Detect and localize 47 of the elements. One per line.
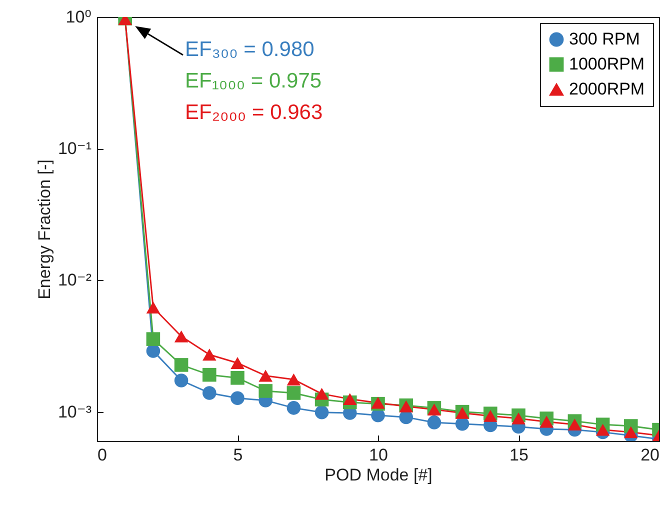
legend-label: 1000RPM bbox=[569, 54, 645, 74]
y-tick-label: 10⁻¹ bbox=[58, 139, 92, 158]
point bbox=[230, 357, 244, 369]
y-tick-label: 10⁰ bbox=[66, 8, 92, 26]
x-tick-label: 20 bbox=[640, 446, 660, 464]
point bbox=[568, 418, 582, 431]
point bbox=[624, 426, 638, 438]
legend-label: 300 RPM bbox=[569, 30, 640, 48]
annotation: EF₂₀₀₀ = 0.963 bbox=[185, 101, 323, 124]
point bbox=[174, 374, 188, 388]
y-tick-label: 10⁻² bbox=[58, 270, 92, 290]
point bbox=[202, 368, 216, 382]
x-tick-label: 5 bbox=[233, 446, 243, 464]
annotation: EF₃₀₀ = 0.980 bbox=[185, 38, 314, 61]
y-axis-title: Energy Fraction [-] bbox=[34, 160, 54, 300]
point bbox=[258, 384, 272, 398]
point bbox=[314, 388, 329, 400]
point bbox=[230, 371, 244, 385]
point bbox=[286, 386, 301, 400]
point bbox=[343, 393, 357, 406]
point bbox=[455, 416, 470, 431]
point bbox=[427, 404, 442, 416]
point bbox=[596, 424, 610, 436]
point bbox=[146, 332, 160, 346]
point bbox=[286, 401, 301, 415]
x-tick-label: 10 bbox=[369, 446, 388, 464]
annotation: EF₁₀₀₀ = 0.975 bbox=[185, 70, 322, 92]
x-axis-title: POD Mode [#] bbox=[324, 466, 432, 484]
point bbox=[230, 391, 244, 406]
point bbox=[258, 370, 272, 382]
point bbox=[512, 412, 526, 424]
point bbox=[174, 358, 188, 372]
point bbox=[314, 406, 329, 420]
point bbox=[146, 302, 160, 314]
point bbox=[202, 348, 216, 361]
point bbox=[146, 344, 160, 358]
point bbox=[286, 374, 301, 386]
x-tick-label: 0 bbox=[98, 446, 107, 464]
point bbox=[174, 330, 188, 342]
point bbox=[202, 386, 216, 400]
point bbox=[484, 410, 498, 422]
y-tick-label: 10⁻³ bbox=[58, 402, 92, 422]
legend-label: 2000RPM bbox=[569, 80, 645, 98]
point bbox=[399, 410, 413, 424]
x-tick-label: 15 bbox=[510, 446, 528, 464]
point bbox=[427, 416, 442, 430]
point bbox=[540, 416, 554, 428]
